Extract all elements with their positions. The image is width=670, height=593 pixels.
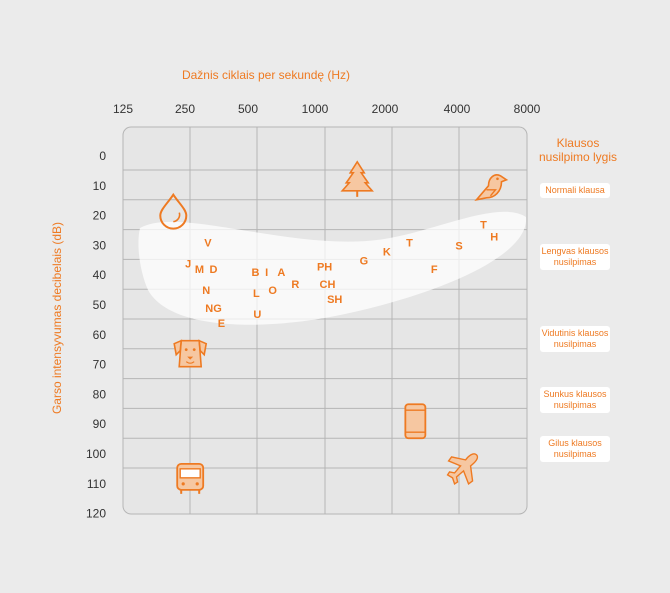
phone-ring-icon xyxy=(404,403,427,440)
sound-icons xyxy=(159,160,509,494)
y-tick-label: 40 xyxy=(93,268,107,282)
y-tick-label: 70 xyxy=(93,358,107,372)
phoneme-label: T xyxy=(406,237,413,249)
hearing-level-title: Klausos nusilpimo lygis xyxy=(538,136,618,164)
phoneme-label: N xyxy=(202,285,210,297)
x-tick-label: 125 xyxy=(113,102,133,116)
x-tick-label: 8000 xyxy=(514,102,541,116)
x-tick-label: 500 xyxy=(238,102,258,116)
phoneme-label: E xyxy=(218,318,225,330)
y-tick-label: 0 xyxy=(99,149,106,163)
phoneme-label: PH xyxy=(317,261,332,273)
tree-leaves-icon xyxy=(340,160,374,197)
phoneme-label: O xyxy=(268,285,277,297)
level-profound: Gilus klausos nusilpimas xyxy=(540,436,610,462)
bird-chirp-icon xyxy=(474,174,509,202)
x-tick-label: 4000 xyxy=(444,102,471,116)
phoneme-label: R xyxy=(291,279,299,291)
phoneme-label: G xyxy=(360,255,369,267)
dripping-water-icon xyxy=(159,192,188,230)
y-tick-label: 20 xyxy=(93,209,107,223)
phoneme-label: NG xyxy=(205,303,222,315)
phoneme-label: K xyxy=(383,246,391,258)
phoneme-label: H xyxy=(490,231,498,243)
level-moderate: Vidutinis klausos nusilpimas xyxy=(540,326,610,352)
y-tick-label: 120 xyxy=(86,507,106,521)
y-tick-label: 90 xyxy=(93,417,107,431)
phoneme-label: M xyxy=(195,264,204,276)
bus-icon xyxy=(176,462,205,494)
y-tick-label: 80 xyxy=(93,387,107,401)
y-tick-label: 10 xyxy=(93,179,107,193)
phoneme-label: B xyxy=(251,267,259,279)
x-axis-title: Dažnis ciklais per sekundę (Hz) xyxy=(182,68,350,82)
y-tick-label: 110 xyxy=(87,477,106,491)
y-axis-title: Garso intensyvumas decibelais (dB) xyxy=(50,222,64,414)
phoneme-label: U xyxy=(253,309,261,321)
x-tick-label: 250 xyxy=(175,102,195,116)
phoneme-label: CH xyxy=(320,279,336,291)
phoneme-label: T xyxy=(480,220,487,232)
phoneme-label: F xyxy=(431,264,438,276)
y-tick-label: 60 xyxy=(93,328,107,342)
phoneme-label: V xyxy=(204,237,212,249)
x-tick-label: 2000 xyxy=(372,102,399,116)
phoneme-label: S xyxy=(455,240,462,252)
phoneme-label: J xyxy=(185,258,191,270)
airplane-icon xyxy=(446,453,479,486)
x-tick-labels: 125 250 500 1000 2000 4000 8000 xyxy=(113,102,541,116)
level-normal: Normali klausa xyxy=(540,183,610,198)
y-tick-label: 50 xyxy=(93,298,107,312)
y-tick-label: 100 xyxy=(86,447,106,461)
level-mild: Lengvas klausos nusilpimas xyxy=(540,244,610,270)
phoneme-label: SH xyxy=(327,294,342,306)
phoneme-label: A xyxy=(277,267,285,279)
phoneme-label: D xyxy=(210,264,218,276)
y-tick-label: 30 xyxy=(93,238,107,252)
phoneme-label: L xyxy=(253,288,260,300)
speech-area xyxy=(138,211,527,325)
x-tick-label: 1000 xyxy=(302,102,329,116)
dog-bark-icon xyxy=(173,339,208,368)
y-tick-labels: 0 10 20 30 40 50 60 70 80 90 100 110 120 xyxy=(86,149,106,521)
phoneme-label: I xyxy=(265,267,268,279)
level-severe: Sunkus klausos nusilpimas xyxy=(540,387,610,413)
